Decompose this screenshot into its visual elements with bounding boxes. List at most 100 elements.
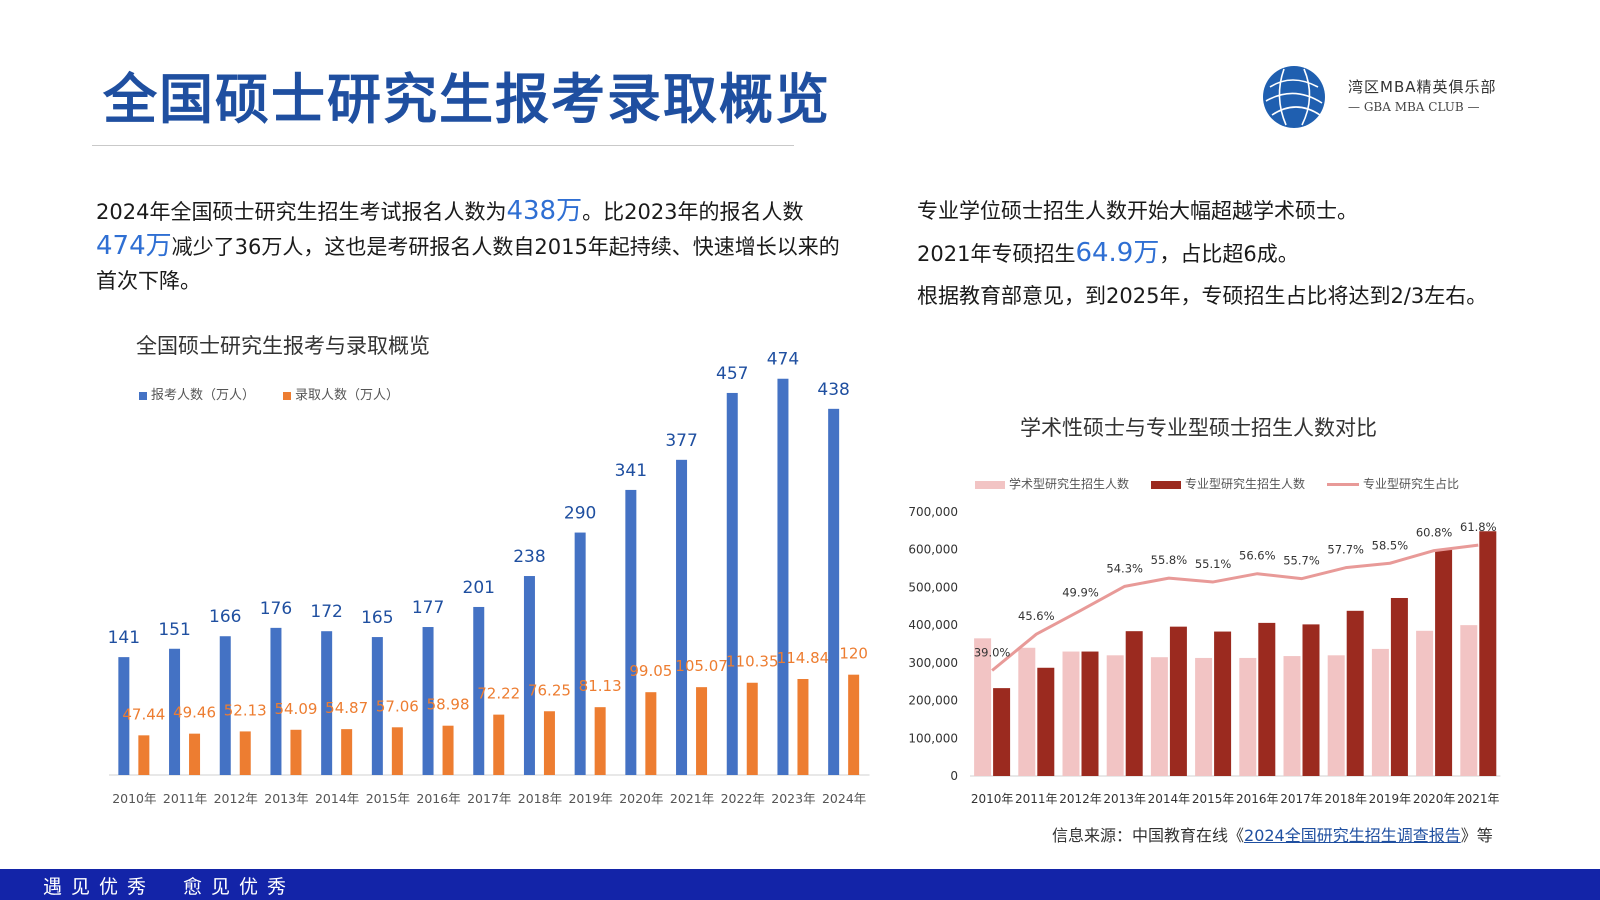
bar-academic [1283, 656, 1301, 776]
x-tick-label: 2019年 [1369, 792, 1412, 806]
legend-label: 学术型研究生招生人数 [1009, 477, 1130, 491]
bar-admitted [341, 729, 353, 775]
summary-line: 根据教育部意见，到2025年，专硕招生占比将达到2/3左右。 [917, 284, 1488, 308]
bar-academic [974, 638, 992, 776]
logo-name-cn: 湾区MBA精英俱乐部 [1348, 78, 1497, 96]
x-tick-label: 2013年 [264, 791, 308, 806]
bar-applicants [270, 627, 282, 775]
logo-name-en: — GBA MBA CLUB — [1348, 100, 1480, 114]
x-tick-label: 2018年 [1324, 792, 1367, 806]
x-tick-label: 2018年 [518, 791, 562, 806]
footer-bar [0, 869, 1600, 900]
bar-professional [993, 688, 1011, 776]
bar-professional [1037, 667, 1055, 776]
bar-professional [1258, 622, 1276, 776]
summary-text: 。比2023年的报名人数 [582, 200, 804, 224]
bar-academic [1416, 630, 1434, 776]
y-tick-label: 300,000 [908, 656, 958, 670]
bar-applicants [625, 489, 637, 775]
data-label-admitted: 54.87 [325, 699, 368, 717]
x-tick-label: 2016年 [416, 791, 460, 806]
data-label-applicants: 166 [209, 607, 241, 627]
x-tick-label: 2020年 [619, 791, 663, 806]
bar-admitted [746, 682, 758, 775]
summary-text: 2024年全国硕士研究生招生考试报名人数为 [96, 200, 507, 224]
bar-academic [1062, 651, 1080, 776]
source-label: 信息来源：中国教育在线《 [1052, 826, 1245, 845]
line-professional-share [991, 543, 1479, 672]
x-tick-label: 2010年 [112, 791, 156, 806]
x-tick-label: 2012年 [1059, 792, 1102, 806]
bar-admitted [848, 674, 860, 775]
bar-admitted [138, 735, 150, 775]
y-tick-label: 400,000 [908, 618, 958, 632]
data-label-admitted: 47.44 [122, 705, 165, 723]
data-label-applicants: 176 [260, 599, 292, 619]
bar-academic [1371, 648, 1389, 776]
data-label-share: 55.7% [1283, 554, 1320, 568]
y-tick-label: 0 [950, 769, 958, 783]
source-suffix: 》等 [1460, 826, 1493, 845]
bar-applicants [422, 627, 434, 775]
data-label-applicants: 377 [665, 431, 697, 451]
summary-left: 2024年全国硕士研究生招生考试报名人数为438万。比2023年的报名人数 474… [96, 194, 841, 298]
bar-admitted [543, 711, 555, 775]
x-tick-label: 2021年 [670, 791, 714, 806]
bar-academic [1460, 625, 1478, 776]
data-label-share: 57.7% [1327, 543, 1364, 557]
data-label-admitted: 72.22 [477, 685, 520, 703]
data-label-share: 61.8% [1460, 520, 1497, 534]
data-label-admitted: 76.25 [528, 681, 571, 699]
bar-professional [1214, 631, 1232, 776]
bar-applicants [726, 392, 738, 775]
highlight-2024: 438万 [506, 196, 583, 226]
data-label-admitted: 99.05 [629, 662, 672, 680]
bar-academic [1195, 657, 1213, 776]
y-tick-label: 600,000 [908, 543, 958, 557]
data-label-admitted: 57.06 [376, 697, 419, 715]
data-label-share: 39.0% [974, 646, 1011, 660]
bar-professional [1302, 624, 1320, 776]
x-tick-label: 2023年 [771, 791, 815, 806]
data-label-admitted: 52.13 [224, 701, 267, 719]
source-report-link[interactable]: 2024全国研究生招生调查报告 [1244, 826, 1461, 845]
club-logo: 湾区MBA精英俱乐部 — GBA MBA CLUB — [1262, 62, 1532, 132]
data-label-applicants: 438 [817, 380, 849, 400]
data-label-applicants: 151 [158, 620, 190, 640]
x-tick-label: 2022年 [721, 791, 765, 806]
data-label-admitted: 81.13 [579, 677, 622, 695]
legend-label: 录取人数（万人） [295, 388, 400, 403]
x-tick-label: 2014年 [315, 791, 359, 806]
bar-academic [1018, 647, 1036, 776]
bar-admitted [391, 727, 403, 775]
y-tick-label: 200,000 [908, 694, 958, 708]
x-tick-label: 2019年 [568, 791, 612, 806]
bar-professional [1390, 597, 1408, 776]
bar-professional [1479, 531, 1497, 776]
x-tick-label: 2010年 [971, 792, 1014, 806]
x-tick-label: 2017年 [1280, 792, 1323, 806]
data-label-admitted: 110.35 [726, 653, 779, 671]
bar-academic [1239, 657, 1257, 776]
legend-label: 专业型研究生招生人数 [1185, 477, 1306, 491]
summary-line: 专业学位硕士招生人数开始大幅超越学术硕士。 [917, 199, 1358, 223]
y-tick-label: 700,000 [908, 505, 958, 519]
bar-applicants [777, 378, 789, 775]
charts-canvas: 141 47.44 2010年 151 49.46 2011年 166 52.13 2012年 1… [108, 350, 1501, 806]
data-label-admitted: 58.98 [427, 696, 470, 714]
data-label-share: 55.1% [1195, 557, 1232, 571]
data-label-applicants: 290 [564, 504, 596, 524]
bar-applicants [574, 532, 586, 775]
data-label-applicants: 201 [463, 578, 495, 598]
bar-admitted [189, 733, 201, 775]
bar-professional [1125, 631, 1143, 776]
bar-admitted [645, 692, 657, 775]
data-label-applicants: 177 [412, 598, 444, 618]
data-label-admitted: 114.84 [777, 649, 830, 667]
legend-swatch [283, 391, 292, 400]
x-tick-label: 2012年 [214, 791, 258, 806]
x-tick-label: 2013年 [1103, 792, 1146, 806]
chart1-legend: 报考人数（万人） 录取人数（万人） [139, 384, 399, 403]
x-tick-label: 2017年 [467, 791, 511, 806]
data-label-share: 60.8% [1416, 526, 1453, 540]
